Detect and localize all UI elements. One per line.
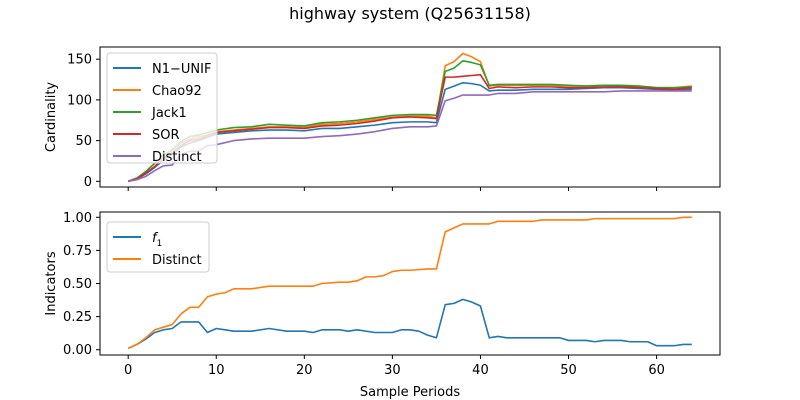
indicators-panel: Indicators Sample Periods 0 10 20 30 40 50 60 0… bbox=[44, 211, 721, 400]
legend-label: N1−UNIF bbox=[152, 62, 211, 77]
x-tick-label: 0 bbox=[124, 363, 132, 378]
x-tick-label: 60 bbox=[648, 363, 665, 378]
y-axis-label: Indicators bbox=[44, 251, 59, 315]
y-tick-label: 100 bbox=[67, 93, 92, 108]
legend-label: Distinct bbox=[152, 253, 202, 268]
legend-label: Jack1 bbox=[151, 106, 187, 121]
legend-label: SOR bbox=[152, 128, 180, 143]
y-tick-label: 0.50 bbox=[63, 277, 92, 292]
plot-frame bbox=[99, 46, 721, 188]
legend: f1 Distinct bbox=[106, 221, 210, 273]
y-tick-label: 0.00 bbox=[63, 343, 92, 358]
figure-title: highway system (Q25631158) bbox=[289, 4, 531, 23]
y-tick-label: 50 bbox=[75, 134, 92, 149]
x-tick-label: 20 bbox=[296, 363, 313, 378]
x-tick-label: 10 bbox=[208, 363, 225, 378]
x-tick-label: 50 bbox=[560, 363, 577, 378]
x-axis-label: Sample Periods bbox=[360, 385, 460, 400]
series-line-0 bbox=[127, 298, 692, 350]
legend-label: Distinct bbox=[152, 150, 202, 165]
y-tick-label: 0.75 bbox=[63, 244, 92, 259]
legend-box bbox=[106, 52, 218, 164]
y-tick-label: 0.25 bbox=[63, 310, 92, 325]
series-line-1 bbox=[127, 216, 692, 350]
x-tick-label: 40 bbox=[472, 363, 489, 378]
y-axis-label: Cardinality bbox=[44, 82, 59, 153]
legend-label: f1 bbox=[152, 231, 162, 249]
legend: N1−UNIF Chao92 Jack1 SOR Distinct bbox=[106, 52, 218, 165]
y-tick-label: 1.00 bbox=[63, 211, 92, 226]
legend-label: Chao92 bbox=[152, 84, 202, 99]
y-tick-label: 0 bbox=[84, 175, 92, 190]
cardinality-panel: Cardinality 0 50 100 150 N1−UNIF Chao92 Jack1 S… bbox=[44, 46, 721, 191]
y-tick-label: 150 bbox=[67, 53, 92, 68]
x-tick-label: 30 bbox=[384, 363, 401, 378]
